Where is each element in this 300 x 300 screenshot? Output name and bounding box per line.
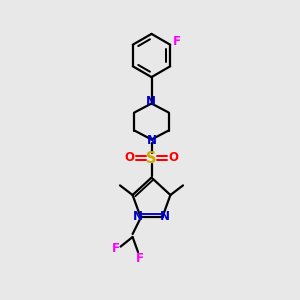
- Text: S: S: [146, 151, 157, 166]
- Text: F: F: [173, 34, 181, 48]
- Text: N: N: [160, 210, 170, 223]
- Text: O: O: [124, 151, 135, 164]
- Text: N: N: [133, 210, 143, 223]
- Text: N: N: [146, 134, 157, 147]
- Text: O: O: [168, 151, 178, 164]
- Text: N: N: [146, 95, 156, 108]
- Text: F: F: [112, 242, 120, 255]
- Text: F: F: [136, 251, 144, 265]
